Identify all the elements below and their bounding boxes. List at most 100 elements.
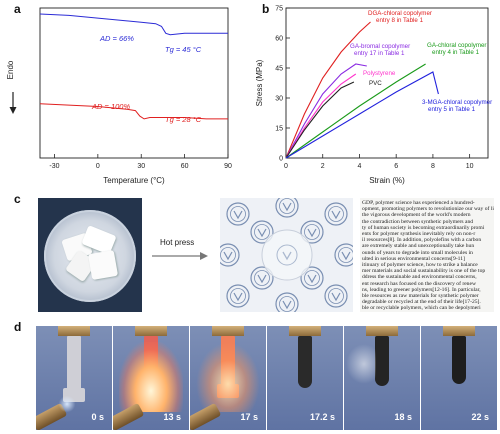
stress-y-tick-label: 60 <box>275 36 283 43</box>
polymer-specimen <box>452 336 466 384</box>
polymer-flakes <box>61 225 120 284</box>
timestamp-label: 17 s <box>240 412 258 422</box>
film-text-line: the contradiction between synthetic poly… <box>362 218 474 225</box>
dsc-tg-label-ad100: Tg = 28 °C <box>165 115 202 124</box>
dsc-x-tick-label: 60 <box>181 163 189 170</box>
film-text-line: are extremely stable and unexceptionally… <box>362 243 475 250</box>
dsc-series-label-ad66: AD = 66% <box>99 34 134 43</box>
burning-frame: 0 s <box>36 326 112 430</box>
university-logo-icon <box>226 284 250 308</box>
film-text-line: ounds of years to degrade into small mol… <box>362 249 473 256</box>
dsc-series-label-ad100: AD = 100% <box>91 102 130 111</box>
university-logo-icon <box>275 198 299 218</box>
film-text-line: opment, promoting polymers to revolution… <box>362 206 494 213</box>
sample-clamp <box>58 326 90 336</box>
lighter-nozzle <box>190 402 222 430</box>
burning-frame: 22 s <box>421 326 497 430</box>
dsc-chart: -30 0 30 60 90 AD = 66% Tg = 45 °C AD = 100%… <box>6 7 232 185</box>
university-logo-icon <box>250 220 274 244</box>
dsc-y-axis-label: Endo <box>6 60 15 79</box>
burning-frame: 13 s <box>113 326 189 430</box>
stress-x-tick-label: 8 <box>431 163 435 170</box>
university-logo-icon <box>226 202 250 226</box>
polymer-specimen <box>67 336 81 398</box>
film-text-line: mer materials and social sustainability … <box>362 268 486 275</box>
university-logo-icon <box>334 243 353 267</box>
arrow-right-icon <box>152 252 208 260</box>
sample-clamp <box>135 326 167 336</box>
dsc-tg-label-ad66: Tg = 45 °C <box>165 45 202 54</box>
dsc-x-tick-label: 90 <box>224 163 232 170</box>
university-logo-icon <box>324 202 348 226</box>
university-logo-icon <box>220 243 240 267</box>
pressed-film-disc <box>261 229 313 281</box>
panel-label-d: d <box>14 320 22 334</box>
dsc-x-tick-label: 30 <box>137 163 145 170</box>
dsc-curve-ad100 <box>39 103 228 120</box>
stress-curve-0 <box>285 21 371 159</box>
film-text-line: ble resources as raw materials for synth… <box>362 293 479 299</box>
polymer-specimen <box>298 336 312 388</box>
dsc-plot-frame <box>39 7 229 159</box>
label-polystyrene: Polystyrene <box>363 70 396 77</box>
sample-clamp <box>443 326 475 336</box>
timestamp-label: 18 s <box>394 412 412 422</box>
film-text-line: GDP, polymer science has experienced a h… <box>362 200 475 206</box>
stress-x-tick-label: 10 <box>466 163 474 170</box>
stress-curve-4 <box>285 63 426 159</box>
burning-frame: 18 s <box>344 326 420 430</box>
flame <box>196 342 260 412</box>
stress-x-axis-label: Strain (%) <box>369 176 405 185</box>
hot-press-label: Hot press <box>160 238 195 247</box>
blue-flame <box>58 396 76 412</box>
university-logo-icon <box>275 292 299 312</box>
polymer-specimen <box>375 336 389 386</box>
label-pvc: PVC <box>369 80 382 87</box>
university-logo-icon <box>300 266 324 290</box>
film-text-line: degradable or recycled at the end of the… <box>362 299 481 306</box>
sample-clamp <box>366 326 398 336</box>
university-logo-icon <box>324 284 348 308</box>
endo-arrow-head-icon <box>9 107 17 114</box>
petri-dish-photo <box>38 198 142 312</box>
stress-x-tick-label: 4 <box>358 163 362 170</box>
university-logo-icon <box>300 220 324 244</box>
film-text-line: il resources[8]. In addition, polyolefin… <box>362 237 482 244</box>
stress-x-tick-label: 6 <box>394 163 398 170</box>
label-dga-chloral: DGA-chloral copolymer entry 8 in Table 1 <box>368 10 432 24</box>
stress-curve-3 <box>285 81 355 159</box>
sample-clamp <box>289 326 321 336</box>
film-text-line: ents for polymer synthesis inevitably re… <box>362 231 476 237</box>
stress-strain-chart: 0 2 4 6 8 10 0 15 30 45 60 75 Strain (%) Stress (MP… <box>255 6 492 186</box>
flame <box>119 342 183 412</box>
lighter-nozzle <box>113 402 145 430</box>
sample-clamp <box>212 326 244 336</box>
timestamp-label: 22 s <box>471 412 489 422</box>
stress-plot-frame <box>285 7 489 159</box>
film-text-line: itinuary of polymer science, how to stri… <box>362 262 478 268</box>
dsc-curve-ad66 <box>39 13 228 36</box>
text-through-film-photo: GDP, polymer science has experienced a h… <box>360 198 494 312</box>
film-text-line: the vigorous development of the world's … <box>362 212 471 219</box>
panel-label-c: c <box>14 192 21 206</box>
stress-x-tick-label: 2 <box>321 163 325 170</box>
university-logo-icon <box>250 266 274 290</box>
stress-y-axis-label: Stress (MPa) <box>255 59 264 106</box>
timestamp-label: 17.2 s <box>309 412 335 422</box>
timestamp-label: 0 s <box>91 412 104 422</box>
label-ga-chloral: GA-chloral copolymer entry 4 in Table 1 <box>427 42 487 56</box>
film-text-line: ns, leading to greener polymers[12-16]. … <box>362 286 481 293</box>
film-text-line: ent research has focused on the discover… <box>362 280 477 287</box>
film-text-line: ddress the sustainable and environmental… <box>362 274 477 281</box>
timestamp-label: 13 s <box>163 412 181 422</box>
smoke <box>346 344 376 384</box>
stress-curve-5 <box>285 71 439 159</box>
stress-y-tick-label: 75 <box>275 6 283 13</box>
label-3mga-chloral: 3-MGA-chloral copolymer entry 5 in Table … <box>422 99 492 113</box>
dsc-x-tick-label: 0 <box>96 163 100 170</box>
panel-label-a: a <box>14 2 21 16</box>
film-text-line: ty of human society is becoming extraord… <box>362 224 485 231</box>
dsc-x-axis-label: Temperature (°C) <box>103 176 165 185</box>
stress-curve-1 <box>285 63 367 159</box>
pressed-film-photo <box>220 198 353 312</box>
